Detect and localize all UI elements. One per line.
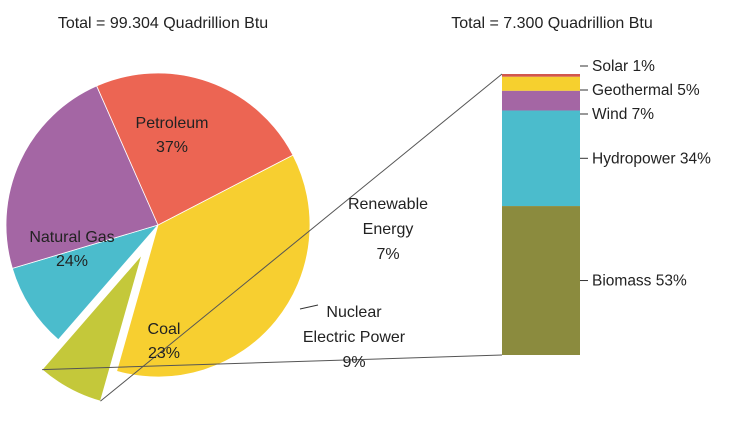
- bar-segment-biomass: [502, 206, 580, 355]
- connector-line-top: [100, 73, 503, 402]
- pie-value-coal: 23%: [148, 345, 180, 362]
- bar-label-biomass: Biomass 53%: [592, 273, 687, 290]
- pie-chart: [5, 72, 311, 402]
- pie-label-renewable-line1: Renewable: [348, 196, 428, 213]
- connector-line-bottom: [42, 354, 503, 371]
- bar-segment-hydropower: [502, 110, 580, 207]
- bar-segment-wind: [502, 90, 580, 111]
- bar-labels: Solar 1% Geothermal 5% Wind 7% Hydropower 3…: [580, 58, 711, 290]
- bar-total-title: Total = 7.300 Quadrillion Btu: [451, 15, 652, 32]
- bar-label-hydropower: Hydropower 34%: [592, 150, 711, 167]
- pie-value-natural-gas: 24%: [56, 253, 88, 270]
- explode-connector-lines: [42, 73, 503, 402]
- pie-value-renewable: 7%: [376, 246, 399, 263]
- bar-segment-solar: [502, 74, 580, 77]
- pie-slice-petroleum: [116, 154, 311, 378]
- nuclear-leader-line: [299, 304, 319, 310]
- pie-slice-nuclear-electric-power: [11, 224, 160, 341]
- pie-label-natural-gas: Natural Gas: [29, 229, 114, 246]
- bar-label-geothermal: Geothermal 5%: [592, 82, 700, 99]
- stacked-bar: [502, 74, 580, 355]
- pie-slice-coal: [5, 85, 159, 269]
- pie-label-renewable-line2: Energy: [363, 221, 414, 238]
- bar-segment-geothermal: [502, 76, 580, 91]
- pie-label-petroleum: Petroleum: [136, 115, 209, 132]
- bar-label-wind: Wind 7%: [592, 106, 654, 123]
- pie-total-title: Total = 99.304 Quadrillion Btu: [58, 15, 268, 32]
- pie-label-nuclear-line2: Electric Power: [303, 329, 406, 346]
- pie-slice-natural-gas: [96, 72, 294, 226]
- bar-label-solar: Solar 1%: [592, 58, 655, 75]
- pie-value-petroleum: 37%: [156, 139, 188, 156]
- pie-value-nuclear: 9%: [342, 354, 365, 371]
- pie-label-coal: Coal: [148, 321, 181, 338]
- pie-label-nuclear-line1: Nuclear: [326, 304, 382, 321]
